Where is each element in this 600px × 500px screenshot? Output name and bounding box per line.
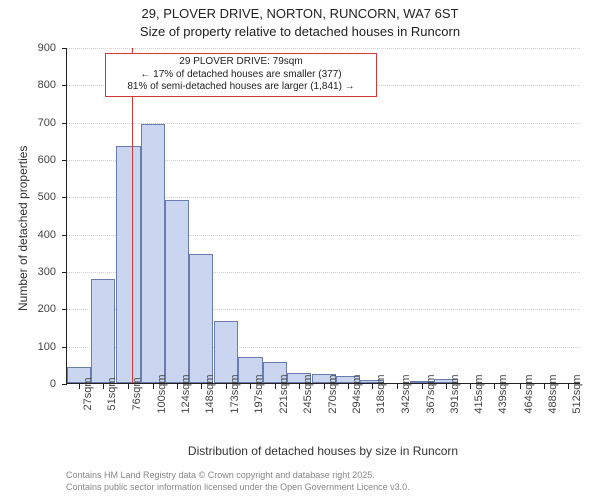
xtick-mark xyxy=(128,384,129,389)
xtick-label: 221sqm xyxy=(278,374,290,413)
xtick-label: 27sqm xyxy=(82,377,94,410)
xtick-label: 318sqm xyxy=(375,374,387,413)
xtick-mark xyxy=(446,384,447,389)
xtick-label: 100sqm xyxy=(156,374,168,413)
histogram-bar xyxy=(116,146,140,383)
histogram-bar xyxy=(141,124,165,383)
xtick-label: 342sqm xyxy=(400,374,412,413)
credits-block: Contains HM Land Registry data © Crown c… xyxy=(66,470,410,493)
histogram-bar xyxy=(165,200,189,383)
xtick-label: 197sqm xyxy=(253,374,265,413)
chart-root: 29, PLOVER DRIVE, NORTON, RUNCORN, WA7 6… xyxy=(0,0,600,500)
xtick-mark xyxy=(79,384,80,389)
xtick-label: 270sqm xyxy=(327,374,339,413)
xtick-mark xyxy=(544,384,545,389)
credits-line1: Contains HM Land Registry data © Crown c… xyxy=(66,470,410,482)
ytick-mark xyxy=(62,309,67,310)
xtick-label: 512sqm xyxy=(571,374,583,413)
xtick-label: 76sqm xyxy=(131,377,143,410)
xtick-mark xyxy=(226,384,227,389)
xtick-label: 245sqm xyxy=(302,374,314,413)
ytick-mark xyxy=(62,123,67,124)
chart-title-line1: 29, PLOVER DRIVE, NORTON, RUNCORN, WA7 6… xyxy=(0,6,600,21)
xtick-mark xyxy=(324,384,325,389)
xtick-mark xyxy=(568,384,569,389)
annotation-line3: 81% of semi-detached houses are larger (… xyxy=(110,81,372,94)
xtick-label: 51sqm xyxy=(106,377,118,410)
annotation-line1: 29 PLOVER DRIVE: 79sqm xyxy=(110,56,372,69)
xtick-label: 439sqm xyxy=(497,374,509,413)
xtick-mark xyxy=(177,384,178,389)
ytick-mark xyxy=(62,272,67,273)
xtick-label: 415sqm xyxy=(473,374,485,413)
xtick-label: 294sqm xyxy=(351,374,363,413)
x-axis-label: Distribution of detached houses by size … xyxy=(66,444,580,458)
ytick-mark xyxy=(62,384,67,385)
xtick-mark xyxy=(201,384,202,389)
ytick-label: 900 xyxy=(0,42,56,54)
marker-line xyxy=(132,48,133,383)
ytick-mark xyxy=(62,197,67,198)
ytick-label: 100 xyxy=(0,341,56,353)
ytick-mark xyxy=(62,347,67,348)
xtick-mark xyxy=(250,384,251,389)
chart-title-line2: Size of property relative to detached ho… xyxy=(0,24,600,39)
credits-line2: Contains public sector information licen… xyxy=(66,482,410,494)
xtick-mark xyxy=(153,384,154,389)
xtick-label: 488sqm xyxy=(547,374,559,413)
xtick-label: 464sqm xyxy=(523,374,535,413)
histogram-bar xyxy=(91,279,115,383)
ytick-mark xyxy=(62,85,67,86)
ytick-label: 0 xyxy=(0,378,56,390)
xtick-label: 367sqm xyxy=(425,374,437,413)
xtick-label: 124sqm xyxy=(180,374,192,413)
xtick-label: 148sqm xyxy=(204,374,216,413)
ytick-mark xyxy=(62,48,67,49)
xtick-mark xyxy=(494,384,495,389)
xtick-mark xyxy=(520,384,521,389)
ytick-label: 400 xyxy=(0,229,56,241)
xtick-label: 391sqm xyxy=(449,374,461,413)
ytick-mark xyxy=(62,235,67,236)
xtick-mark xyxy=(372,384,373,389)
xtick-mark xyxy=(422,384,423,389)
annotation-line2: ← 17% of detached houses are smaller (37… xyxy=(110,69,372,82)
ytick-label: 700 xyxy=(0,117,56,129)
ytick-label: 200 xyxy=(0,303,56,315)
xtick-label: 173sqm xyxy=(229,374,241,413)
ytick-label: 500 xyxy=(0,191,56,203)
xtick-mark xyxy=(397,384,398,389)
xtick-mark xyxy=(299,384,300,389)
gridline xyxy=(67,48,580,49)
xtick-mark xyxy=(103,384,104,389)
xtick-mark xyxy=(275,384,276,389)
ytick-label: 600 xyxy=(0,154,56,166)
plot-area xyxy=(66,48,580,384)
ytick-label: 300 xyxy=(0,266,56,278)
xtick-mark xyxy=(470,384,471,389)
ytick-label: 800 xyxy=(0,79,56,91)
histogram-bar xyxy=(189,254,213,383)
annotation-box: 29 PLOVER DRIVE: 79sqm← 17% of detached … xyxy=(105,53,377,97)
ytick-mark xyxy=(62,160,67,161)
xtick-mark xyxy=(348,384,349,389)
